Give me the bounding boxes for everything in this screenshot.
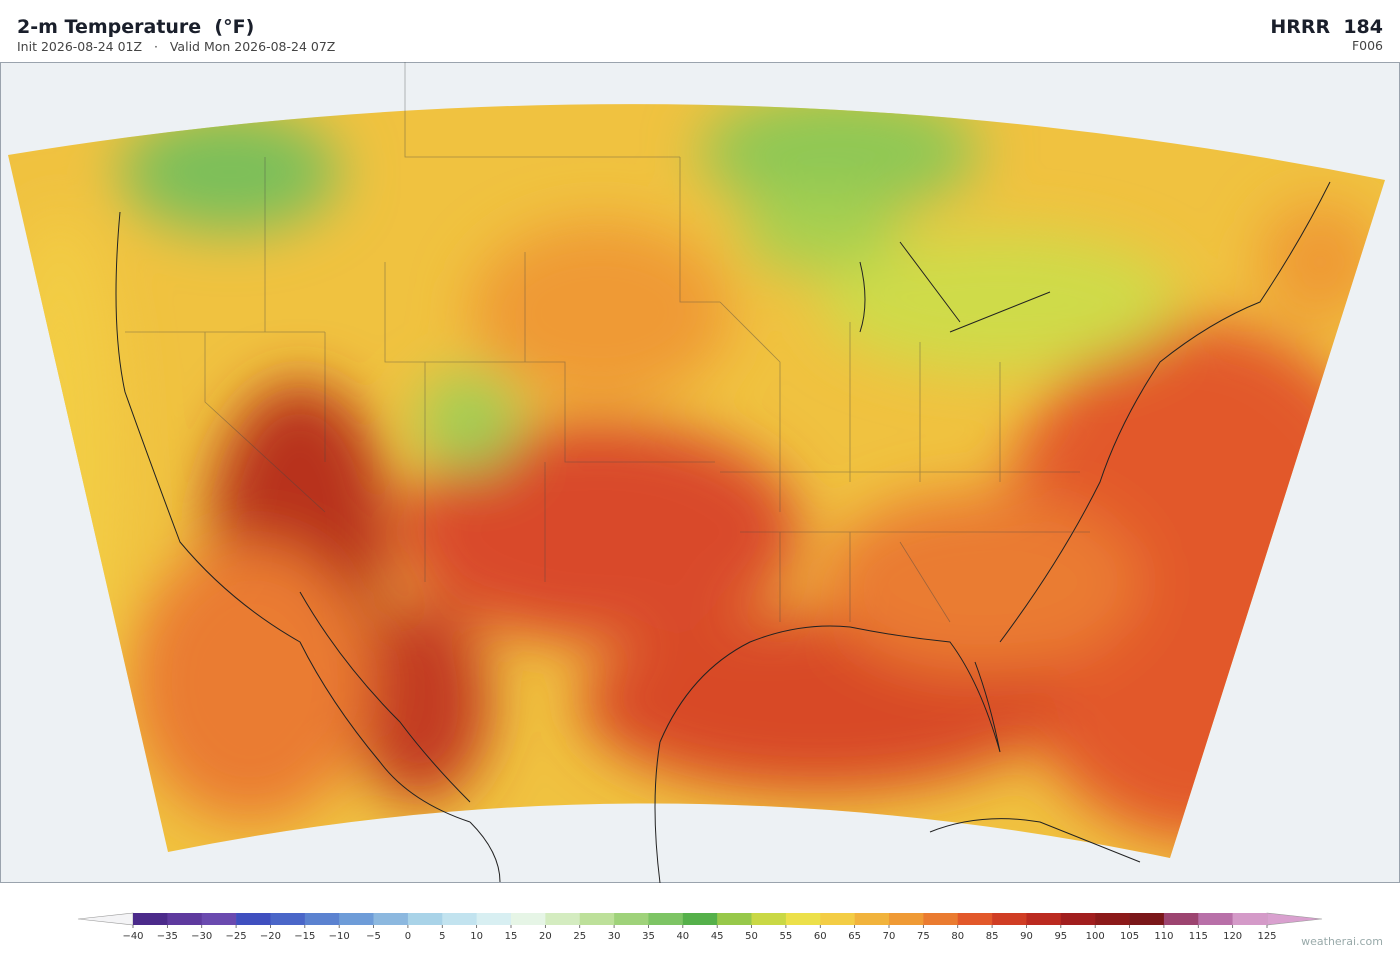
colorbar-tick-label: 20 [539,931,552,942]
colorbar-tick-label: 5 [439,931,445,942]
colorbar: −40 −35 −30 −25 −20 −15 −10 −5 0 5 10 15 20 25 30 35 40 4… [77,912,1323,942]
colorbar-over [1266,912,1323,926]
colorbar-bin [648,913,684,925]
subtitle: Init 2026-08-24 01Z · Valid Mon 2026-08-… [17,39,336,54]
colorbar-tick-label: 125 [1257,931,1276,942]
colorbar-bin [957,913,993,925]
map [0,62,1400,883]
colorbar-tick-label: 0 [405,931,411,942]
temperature-field [8,104,1385,858]
colorbar-tick-label: 95 [1054,931,1067,942]
colorbar-bin [1232,913,1268,925]
colorbar-bin [201,913,237,925]
title: 2-m Temperature (°F) [17,16,255,38]
colorbar-tick-label: 100 [1086,931,1105,942]
colorbar-tick-label: 10 [470,931,483,942]
colorbar-tick-label: 75 [917,931,930,942]
state-borders [125,62,1090,623]
colorbar-tick-label: 90 [1020,931,1033,942]
coastlines [115,181,1331,883]
colorbar-tick-label: 85 [986,931,999,942]
colorbar-bin [717,913,752,925]
colorbar-tick-label: 65 [848,931,861,942]
colorbar-bin [236,913,271,925]
colorbar-tick-label: −15 [294,931,315,942]
model-name: HRRR 184 [1270,16,1383,38]
colorbar-tick-label: 60 [814,931,827,942]
colorbar-tick-label: 70 [883,931,896,942]
colorbar-bin [614,913,649,925]
colorbar-bin [476,913,512,925]
colorbar-bin [304,913,340,925]
colorbar-bin [1129,913,1165,925]
colorbar-bin [133,913,168,925]
colorbar-tick-label: 115 [1189,931,1208,942]
colorbar-bin [889,913,924,925]
colorbar-under [77,912,134,926]
colorbar-bin [751,913,787,925]
colorbar-tick-label: −30 [191,931,212,942]
colorbar-bin [820,913,855,925]
colorbar-bin [270,913,306,925]
colorbar-bin [682,913,718,925]
colorbar-tick-label: −10 [329,931,350,942]
colorbar-tick-label: 105 [1120,931,1139,942]
colorbar-bin [511,913,546,925]
colorbar-bin [1198,913,1233,925]
colorbar-tick-label: −5 [366,931,381,942]
colorbar-tick-label: 15 [505,931,518,942]
colorbar-bin [339,913,374,925]
colorbar-bin [992,913,1027,925]
colorbar-bin [407,913,443,925]
colorbar-tick-label: −35 [157,931,178,942]
colorbar-bin [545,913,581,925]
colorbar-bin [854,913,890,925]
colorbar-tick-label: −40 [122,931,143,942]
colorbar-tick-label: 120 [1223,931,1242,942]
colorbar-bin [1095,913,1130,925]
colorbar-tick-label: 80 [951,931,964,942]
forecast-hour: F006 [1351,38,1383,53]
colorbar-tick-label: −20 [260,931,281,942]
colorbar-bin [1163,913,1199,925]
colorbar-tick-label: 50 [745,931,758,942]
colorbar-bin [373,913,409,925]
colorbar-bin [167,913,203,925]
colorbar-tick-label: 35 [642,931,655,942]
colorbar-bin [442,913,477,925]
colorbar-bin [785,913,821,925]
colorbar-tick-label: 110 [1154,931,1173,942]
colorbar-tick-label: 55 [780,931,793,942]
colorbar-bin [923,913,959,925]
colorbar-tick-label: −25 [226,931,247,942]
colorbar-tick-label: 30 [608,931,621,942]
colorbar-bin [579,913,615,925]
colorbar-tick-label: 45 [711,931,724,942]
credit: weatherai.com [1301,935,1383,948]
colorbar-tick-label: 25 [573,931,586,942]
colorbar-bin [1060,913,1096,925]
colorbar-tick-label: 40 [676,931,689,942]
colorbar-bin [1026,913,1062,925]
